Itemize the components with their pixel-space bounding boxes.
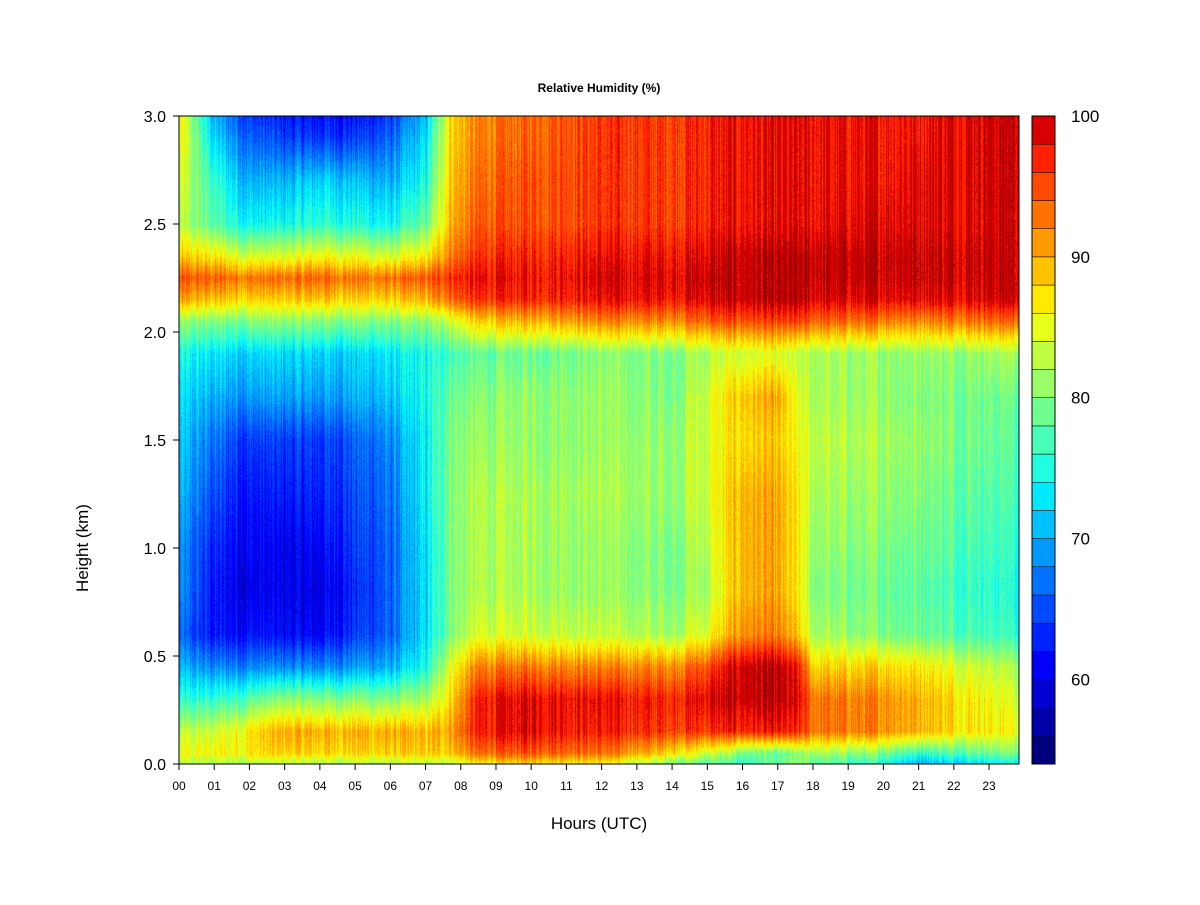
y-tick-label: 2.5	[144, 217, 166, 234]
colorbar-swatch	[1031, 453, 1056, 483]
y-tick-label: 1.5	[144, 433, 166, 450]
x-tick-label: 10	[525, 779, 539, 793]
x-tick-label: 00	[172, 779, 186, 793]
colorbar: 60 70 80 90 100	[1031, 107, 1099, 765]
colorbar-swatch	[1031, 510, 1056, 539]
colorbar-swatch	[1031, 172, 1056, 201]
colorbar-swatch	[1031, 679, 1056, 708]
y-tick-label: 3.0	[144, 109, 166, 126]
colorbar-tick-label: 90	[1071, 248, 1090, 267]
colorbar-swatch	[1031, 228, 1056, 258]
colorbar-border	[1031, 115, 1056, 765]
x-tick-label: 03	[278, 779, 292, 793]
colorbar-swatch	[1031, 143, 1056, 173]
colorbar-swatch	[1031, 200, 1056, 229]
colorbar-swatch	[1031, 397, 1056, 427]
x-tick-label: 01	[208, 779, 222, 793]
x-tick-label: 23	[982, 779, 996, 793]
x-tick-label: 16	[736, 779, 750, 793]
colorbar-swatch	[1031, 594, 1056, 624]
plot-area	[178, 115, 1020, 765]
y-axis-label: Height (km)	[73, 504, 92, 592]
colorbar-swatch	[1031, 312, 1056, 342]
x-tick-label: 12	[595, 779, 609, 793]
colorbar-swatch	[1031, 369, 1056, 398]
colorbar-swatch	[1031, 284, 1056, 314]
x-tick-label: 15	[701, 779, 715, 793]
colorbar-swatch	[1031, 566, 1056, 596]
colorbar-swatch	[1031, 115, 1056, 145]
x-tick-label: 18	[806, 779, 820, 793]
x-tick-label: 02	[243, 779, 257, 793]
colorbar-swatch	[1031, 482, 1056, 511]
colorbar-swatch	[1031, 651, 1056, 680]
x-tick-label: 19	[842, 779, 856, 793]
colorbar-tick-label: 60	[1071, 670, 1090, 689]
colorbar-swatch	[1031, 256, 1056, 286]
y-axis: 0.0 0.5 1.0 1.5 2.0 2.5 3.0	[144, 109, 179, 774]
x-axis: 00 01 02 03 04 05 06 07 08 09 10 11 12 13 14 15 16 17 18 19…	[172, 764, 996, 793]
heatmap-field	[179, 116, 1019, 764]
y-tick-label: 0.5	[144, 649, 166, 666]
colorbar-swatch	[1031, 622, 1056, 652]
x-tick-label: 17	[771, 779, 785, 793]
colorbar-swatch	[1031, 538, 1056, 568]
x-tick-label: 06	[384, 779, 398, 793]
colorbar-swatch	[1031, 735, 1056, 765]
x-tick-label: 14	[665, 779, 679, 793]
colorbar-tick-label: 100	[1071, 107, 1099, 126]
colorbar-swatch	[1031, 341, 1056, 370]
x-tick-label: 05	[348, 779, 362, 793]
y-tick-label: 2.0	[144, 325, 166, 342]
x-tick-label: 21	[912, 779, 926, 793]
x-tick-label: 07	[419, 779, 433, 793]
y-tick-label: 0.0	[144, 757, 166, 774]
x-tick-label: 08	[454, 779, 468, 793]
x-tick-label: 13	[630, 779, 644, 793]
colorbar-tick-label: 70	[1071, 530, 1090, 549]
colorbar-swatch	[1031, 707, 1056, 737]
x-tick-label: 09	[489, 779, 503, 793]
x-tick-label: 22	[947, 779, 961, 793]
x-tick-label: 11	[560, 779, 573, 793]
colorbar-tick-label: 80	[1071, 389, 1090, 408]
x-tick-label: 04	[313, 779, 327, 793]
colorbar-swatch	[1031, 425, 1056, 455]
x-axis-label: Hours (UTC)	[551, 814, 647, 833]
y-tick-label: 1.0	[144, 541, 166, 558]
chart-title: Relative Humidity (%)	[538, 81, 661, 95]
x-tick-label: 20	[877, 779, 891, 793]
